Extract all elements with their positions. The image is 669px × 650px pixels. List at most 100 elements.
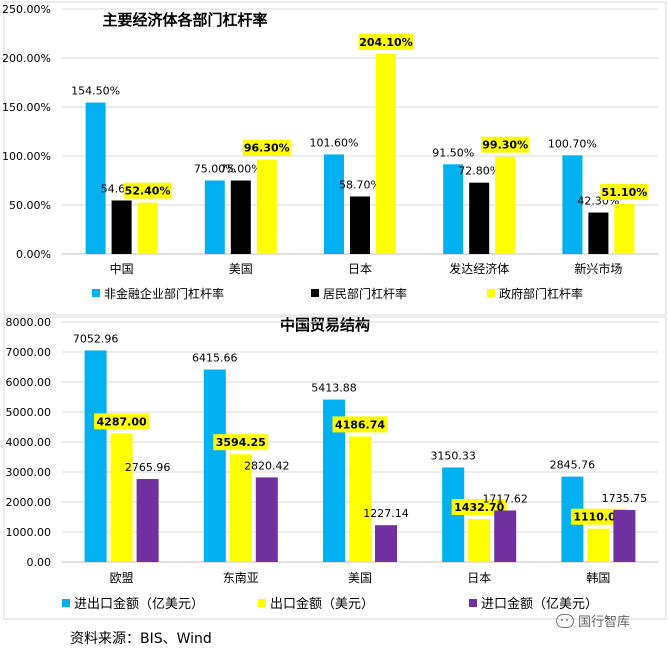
data-label: 100.70% bbox=[548, 137, 597, 150]
data-label: 3594.25 bbox=[216, 436, 266, 449]
data-label-bg bbox=[213, 434, 269, 451]
legend-label: 非金融企业部门杠杆率 bbox=[104, 286, 224, 301]
data-label: 5413.88 bbox=[311, 382, 357, 395]
data-label: 72.80% bbox=[458, 165, 500, 178]
legend-swatch bbox=[92, 289, 100, 297]
data-label: 2765.96 bbox=[125, 461, 171, 474]
bar-0-2 bbox=[376, 53, 396, 255]
bar-1-0 bbox=[323, 399, 345, 562]
bar-1-1 bbox=[468, 519, 491, 562]
legend-label: 进出口金额（亿美元） bbox=[74, 596, 204, 612]
y-tick-label: 0.00% bbox=[16, 248, 51, 261]
category-label: 美国 bbox=[348, 571, 372, 585]
data-label: 1735.75 bbox=[602, 492, 648, 505]
bar-0-0 bbox=[443, 164, 464, 254]
category-label: 日本 bbox=[467, 571, 491, 585]
bar-1-1 bbox=[587, 528, 610, 562]
bar-1-2 bbox=[613, 509, 636, 562]
y-tick-label: 5000.00 bbox=[6, 406, 52, 419]
data-label-bg bbox=[481, 136, 530, 153]
category-label: 发达经济体 bbox=[449, 261, 509, 276]
bar-0-2 bbox=[256, 159, 277, 254]
data-label: 2845.76 bbox=[550, 459, 596, 472]
bar-0-2 bbox=[495, 156, 516, 254]
data-label: 1717.62 bbox=[482, 492, 528, 505]
bar-0-0 bbox=[562, 155, 583, 254]
data-label: 4186.74 bbox=[335, 418, 385, 431]
legend-swatch bbox=[62, 599, 70, 607]
data-label: 99.30% bbox=[482, 139, 528, 152]
bar-1-1 bbox=[349, 436, 371, 562]
category-label: 新兴市场 bbox=[574, 261, 622, 276]
watermark: 国行智库 bbox=[556, 611, 630, 630]
category-label: 欧盟 bbox=[110, 571, 134, 585]
leverage-chart: 主要经济体各部门杠杆率 0.00% 50.00% 100.00% 150.00% 200.… bbox=[2, 1, 667, 316]
trade-chart: 中国贸易结构 0.00 1000.00 2000.00 3000.00 4000.00 50… bbox=[3, 316, 667, 620]
data-label-bg bbox=[570, 508, 626, 525]
bar-0-0 bbox=[204, 180, 225, 254]
bar-0-0 bbox=[85, 102, 106, 254]
data-label: 2820.42 bbox=[244, 459, 290, 472]
y-tick-label: 100.00% bbox=[2, 150, 51, 163]
legend-label: 居民部门杠杆率 bbox=[323, 286, 407, 301]
bar-1-0 bbox=[203, 369, 226, 562]
y-tick-label: 2000.00 bbox=[6, 496, 52, 509]
wechat-icon bbox=[556, 613, 574, 628]
chart-title: 主要经济体各部门杠杆率 bbox=[102, 11, 267, 29]
data-label: 4287.00 bbox=[97, 415, 147, 428]
category-label: 美国 bbox=[229, 262, 253, 276]
legend-swatch bbox=[469, 599, 477, 607]
category-label: 中国 bbox=[110, 261, 134, 276]
data-label-bg bbox=[94, 413, 150, 430]
data-label-bg bbox=[451, 499, 507, 516]
bar-1-2 bbox=[375, 525, 397, 562]
data-label: 6415.66 bbox=[192, 352, 238, 365]
legend-swatch bbox=[258, 599, 266, 607]
legend-label: 出口金额（美元） bbox=[270, 596, 374, 612]
y-tick-label: 1000.00 bbox=[6, 526, 52, 539]
watermark-text: 国行智库 bbox=[578, 615, 631, 630]
data-label: 58.70% bbox=[339, 178, 381, 191]
data-label: 75.00% bbox=[220, 163, 262, 176]
y-tick-label: 4000.00 bbox=[6, 436, 52, 449]
legend-swatch bbox=[311, 289, 319, 297]
bar-0-1 bbox=[230, 180, 251, 254]
category-label: 日本 bbox=[348, 262, 372, 276]
bar-0-2 bbox=[137, 202, 158, 254]
y-tick-label: 8000.00 bbox=[6, 316, 52, 329]
data-label: 7052.96 bbox=[73, 332, 119, 345]
bar-1-2 bbox=[494, 510, 517, 562]
data-label: 1227.14 bbox=[363, 507, 409, 520]
legend-label: 进口金额（亿美元） bbox=[481, 596, 598, 612]
data-label: 3150.33 bbox=[430, 449, 476, 462]
chart-title: 中国贸易结构 bbox=[280, 316, 370, 334]
category-label: 韩国 bbox=[586, 570, 610, 585]
data-label: 96.30% bbox=[244, 142, 290, 155]
data-label: 101.60% bbox=[310, 136, 359, 149]
data-label: 52.40% bbox=[125, 185, 171, 198]
data-label-bg bbox=[123, 182, 172, 199]
data-label: 51.10% bbox=[601, 186, 647, 199]
data-label: 75.00% bbox=[194, 163, 236, 176]
data-label-bg bbox=[242, 139, 291, 156]
y-tick-label: 0.00 bbox=[27, 556, 52, 569]
data-label-bg bbox=[600, 183, 649, 200]
data-label: 1432.70 bbox=[454, 501, 504, 514]
data-label-bg bbox=[358, 33, 414, 50]
source-note: 资料来源：BIS、Wind bbox=[70, 631, 212, 647]
data-label: 1110.01 bbox=[573, 511, 623, 524]
y-tick-label: 7000.00 bbox=[6, 346, 52, 359]
bar-0-1 bbox=[469, 182, 490, 254]
bar-1-1 bbox=[110, 433, 133, 562]
y-tick-label: 6000.00 bbox=[6, 376, 52, 389]
data-label: 154.50% bbox=[71, 85, 120, 98]
bar-0-0 bbox=[324, 154, 344, 254]
bar-1-2 bbox=[255, 477, 278, 562]
bar-0-2 bbox=[614, 203, 635, 254]
bar-1-1 bbox=[229, 454, 252, 562]
bar-1-2 bbox=[136, 479, 159, 562]
legend-swatch bbox=[487, 289, 495, 297]
y-tick-label: 50.00% bbox=[9, 199, 51, 212]
data-label: 91.50% bbox=[432, 146, 474, 159]
